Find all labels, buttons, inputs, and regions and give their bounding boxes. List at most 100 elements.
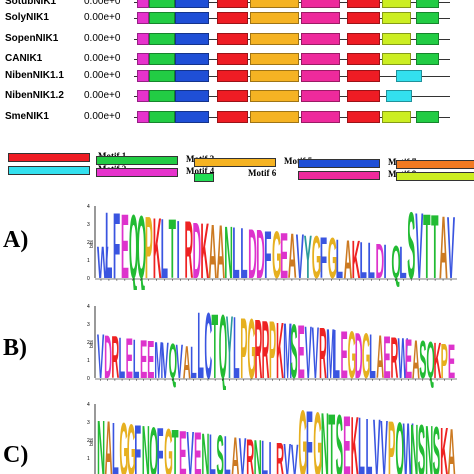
logo-letter: D bbox=[355, 319, 363, 390]
gene-evalue: 0.00e+0 bbox=[84, 53, 121, 64]
gene-row: CANIK1 0.00e+0 bbox=[0, 51, 474, 69]
logo-letter: D bbox=[192, 207, 201, 290]
logo-letter: G bbox=[298, 398, 307, 474]
panel-label: A) bbox=[3, 227, 29, 253]
logo-letter: S bbox=[419, 331, 426, 390]
motif-block bbox=[396, 70, 422, 82]
logo-letter: V bbox=[161, 332, 168, 389]
motif-block bbox=[217, 33, 248, 45]
motif-block bbox=[416, 111, 439, 123]
logo-letter: K bbox=[200, 207, 209, 290]
motif-block bbox=[217, 12, 248, 24]
logo-letter: N bbox=[201, 422, 209, 474]
logo-letter: D bbox=[375, 234, 384, 289]
logo-letter: V bbox=[312, 314, 319, 390]
y-tick-label: 1 bbox=[87, 456, 90, 462]
logo-letter: F bbox=[264, 218, 271, 290]
motif-block bbox=[149, 53, 175, 65]
logo-letter: S bbox=[290, 308, 297, 390]
motif-block bbox=[301, 53, 340, 65]
gene-evalue: 0.00e+0 bbox=[84, 0, 121, 7]
motif-block bbox=[175, 12, 209, 24]
y-tick-label: 1 bbox=[87, 358, 90, 364]
motif-block bbox=[301, 90, 340, 102]
logo-letter: K bbox=[153, 201, 162, 290]
logo-letter: G bbox=[362, 319, 370, 390]
y-tick-label: 3 bbox=[87, 420, 90, 426]
logo-letter: F bbox=[113, 200, 120, 290]
logo-letter: Q bbox=[395, 406, 404, 474]
logo-letter: P bbox=[388, 405, 396, 474]
logo-letter: A bbox=[448, 416, 456, 474]
logo-letter: A bbox=[439, 200, 448, 290]
motif-block bbox=[382, 53, 411, 65]
y-tick-label: 2 bbox=[87, 340, 90, 346]
gene-name: NibenNIK1.1 bbox=[5, 70, 64, 81]
logo-letter: L bbox=[360, 231, 367, 289]
logo-letter: N bbox=[425, 410, 433, 474]
y-axis-label: bits bbox=[89, 240, 95, 248]
logo-letter: Y bbox=[304, 224, 312, 290]
logo-letter: A bbox=[231, 425, 239, 474]
motif-block bbox=[250, 90, 299, 102]
logo-letter: M bbox=[154, 331, 163, 389]
logo-letter: E bbox=[448, 337, 455, 389]
motif-block bbox=[149, 12, 175, 24]
logo-letter: L bbox=[133, 327, 140, 390]
motif-block bbox=[250, 0, 299, 8]
legend-swatch bbox=[96, 156, 178, 165]
logo-letter: T bbox=[172, 417, 179, 474]
logo-letter: W bbox=[398, 327, 408, 390]
motif-block bbox=[217, 90, 248, 102]
y-axis-label: bits bbox=[89, 438, 95, 446]
y-axis-label: bits bbox=[89, 340, 95, 348]
motif-block bbox=[347, 12, 380, 24]
logo-letter: T bbox=[328, 398, 335, 474]
logo-letter: G bbox=[272, 220, 281, 290]
logo-letter: N bbox=[410, 410, 418, 474]
legend-swatch bbox=[194, 173, 214, 182]
logo-letter: V bbox=[447, 200, 455, 290]
y-tick-label: 0 bbox=[87, 376, 90, 382]
motif-block bbox=[382, 33, 411, 45]
gene-row: NibenNIK1.1 0.00e+0 bbox=[0, 68, 474, 86]
logo-letter: P bbox=[145, 200, 153, 290]
logo-letter: A bbox=[104, 405, 112, 474]
logo-letter: I bbox=[177, 204, 180, 290]
logo-letter: E bbox=[340, 318, 347, 390]
logo-letter: R bbox=[185, 205, 194, 290]
motif-block bbox=[386, 90, 412, 102]
motif-block bbox=[137, 12, 149, 24]
motif-block bbox=[137, 111, 149, 123]
logo-letter: G bbox=[164, 416, 173, 474]
gene-row: SotubNIK1 0.00e+0 bbox=[0, 0, 474, 12]
legend-swatch bbox=[8, 153, 90, 162]
logo-letter: E bbox=[383, 325, 390, 390]
legend-swatch bbox=[396, 160, 474, 169]
motif-block bbox=[301, 0, 340, 8]
y-tick-label: 3 bbox=[87, 322, 90, 328]
motif-block bbox=[250, 33, 299, 45]
logo-letter: A bbox=[412, 329, 420, 390]
y-tick-label: 4 bbox=[87, 304, 90, 310]
logo-letter: W bbox=[403, 407, 414, 474]
logo-letter: L bbox=[224, 425, 231, 474]
motif-block bbox=[217, 53, 248, 65]
logo-letter: Y bbox=[226, 300, 233, 390]
logo-letter: V bbox=[415, 200, 423, 290]
logo-letter: N bbox=[254, 429, 262, 474]
logo-letter: G bbox=[127, 410, 136, 474]
logo-letter: S bbox=[336, 398, 344, 474]
motif-block bbox=[137, 33, 149, 45]
motif-block bbox=[149, 90, 175, 102]
logo-letter: K bbox=[440, 413, 448, 474]
logo-letter: L bbox=[118, 325, 125, 390]
logo-letter: V bbox=[187, 418, 195, 474]
motif-block bbox=[416, 0, 439, 8]
logo-letter: F bbox=[306, 398, 313, 474]
logo-letter: L bbox=[197, 300, 204, 390]
logo-letter: V bbox=[380, 405, 388, 474]
logo-letter: N bbox=[97, 405, 105, 474]
